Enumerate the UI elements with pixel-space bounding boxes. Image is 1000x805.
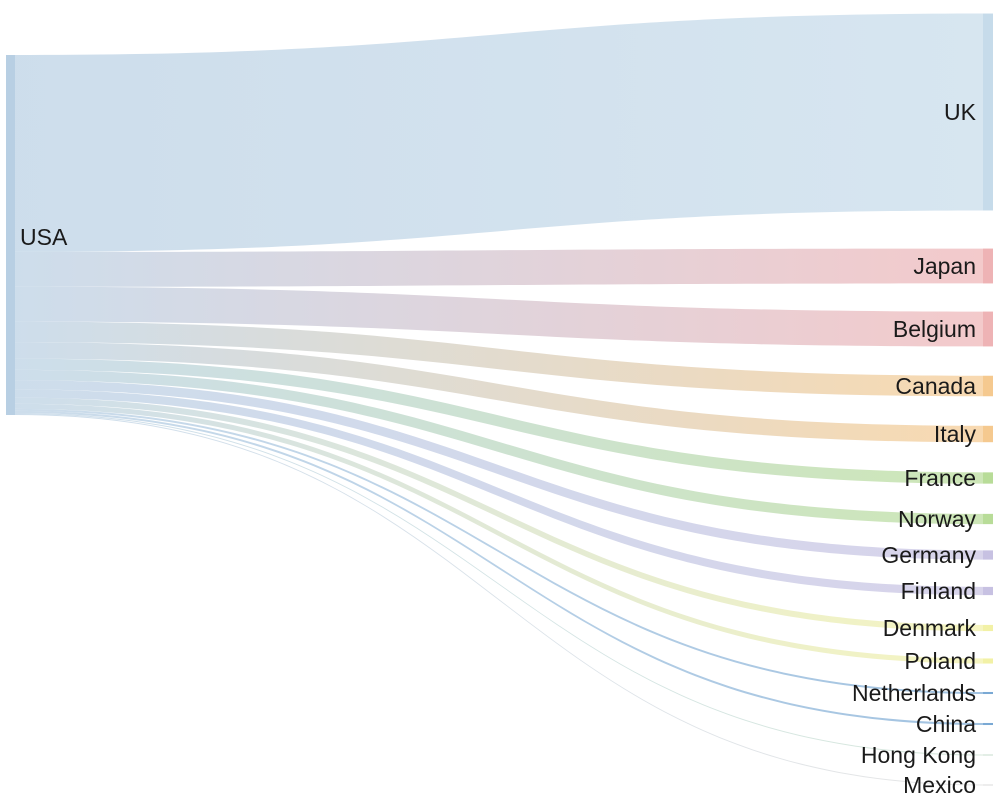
node-label-norway: Norway	[898, 506, 976, 532]
node-netherlands	[983, 691, 993, 695]
node-france	[983, 472, 993, 484]
node-finland	[983, 586, 993, 596]
node-label-poland: Poland	[904, 648, 976, 674]
labels-layer: USA UK Japan Belgium Canada Italy France Norway…	[20, 99, 977, 798]
link-usa-to-france	[15, 358, 983, 484]
node-label-finland: Finland	[901, 578, 976, 604]
links-layer	[15, 13, 983, 786]
link-usa-to-canada	[15, 321, 983, 397]
node-norway	[983, 513, 993, 525]
node-label-canada: Canada	[895, 373, 976, 399]
node-label-denmark: Denmark	[883, 615, 977, 641]
node-label-uk: UK	[944, 99, 977, 125]
link-usa-to-germany	[15, 380, 983, 560]
link-usa-to-denmark	[15, 397, 983, 632]
node-label-germany: Germany	[881, 542, 976, 568]
link-usa-to-uk	[15, 13, 983, 252]
node-hong-kong	[983, 754, 993, 756]
node-label-belgium: Belgium	[893, 316, 976, 342]
link-usa-to-china	[15, 410, 983, 726]
link-usa-to-japan	[15, 248, 983, 287]
node-mexico	[983, 784, 993, 786]
node-italy	[983, 425, 993, 443]
node-germany	[983, 550, 993, 560]
link-usa-to-hong-kong	[15, 412, 983, 756]
node-denmark	[983, 624, 993, 632]
node-label-netherlands: Netherlands	[852, 680, 976, 706]
node-label-china: China	[916, 711, 976, 737]
node-usa	[6, 55, 15, 415]
link-usa-to-mexico	[15, 413, 983, 786]
link-usa-to-poland	[15, 403, 983, 664]
node-canada	[983, 375, 993, 397]
node-china	[983, 722, 993, 726]
node-label-italy: Italy	[934, 421, 977, 447]
link-usa-to-norway	[15, 369, 983, 525]
node-uk	[983, 13, 993, 211]
link-usa-to-italy	[15, 342, 983, 443]
node-label-france: France	[904, 465, 976, 491]
link-usa-to-belgium	[15, 286, 983, 347]
link-usa-to-finland	[15, 389, 983, 596]
link-usa-to-netherlands	[15, 408, 983, 695]
node-belgium	[983, 311, 993, 347]
node-label-japan: Japan	[913, 253, 976, 279]
node-label-hong-kong: Hong Kong	[861, 742, 976, 768]
node-poland	[983, 658, 993, 664]
nodes-layer	[6, 13, 993, 786]
node-label-mexico: Mexico	[903, 772, 976, 798]
node-japan	[983, 248, 993, 284]
node-label-usa: USA	[20, 224, 68, 250]
